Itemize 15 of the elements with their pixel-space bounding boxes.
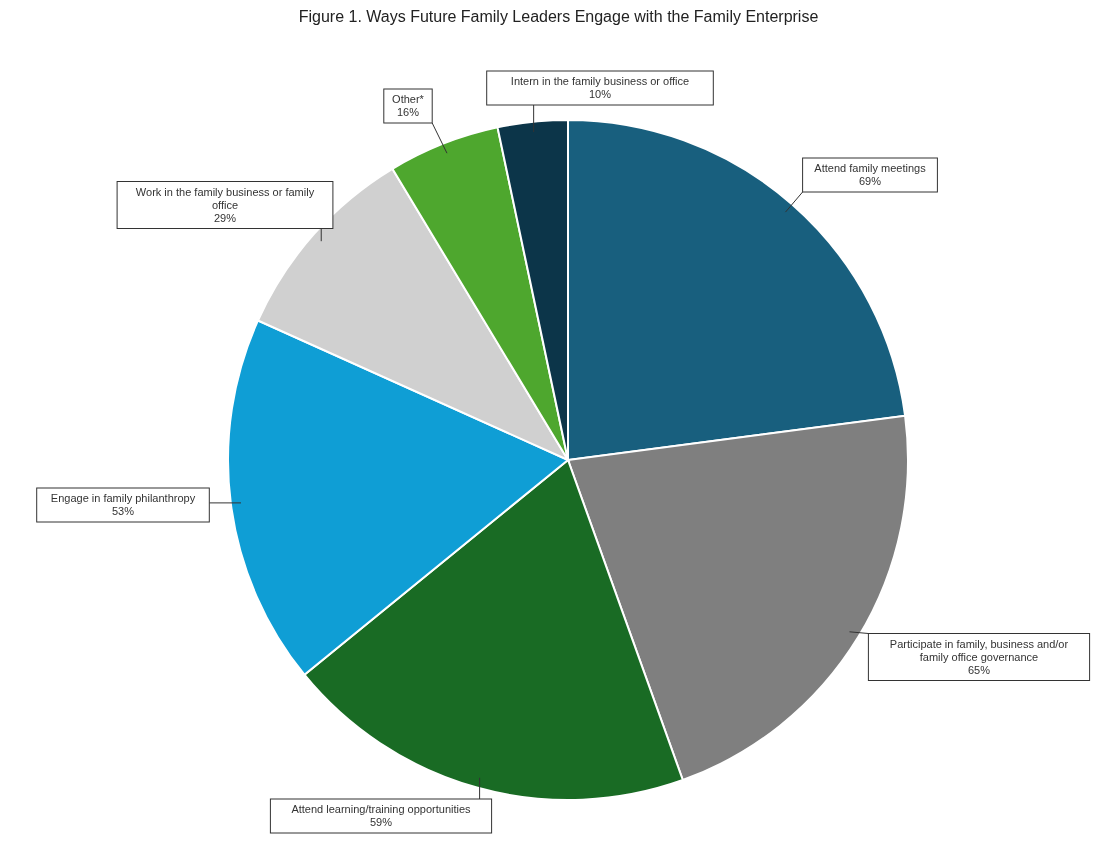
data-label: 16% bbox=[396, 106, 420, 118]
slice-label: Other* bbox=[392, 93, 425, 105]
slice-label: Work in the family business or family office bbox=[135, 185, 315, 211]
data-label: 65% bbox=[967, 663, 991, 676]
data-label: 69% bbox=[858, 175, 882, 187]
data-label: 29% bbox=[213, 211, 237, 224]
slice-label: Intern in the family business or office bbox=[510, 75, 690, 87]
slice-label: Engage in family philanthropy bbox=[50, 492, 196, 504]
data-label: 53% bbox=[111, 505, 135, 517]
slice-label: Attend learning/training opportunities bbox=[291, 803, 472, 815]
slice-label: Participate in family, business and/or family office governance bbox=[889, 637, 1069, 663]
slice-label: Attend family meetings bbox=[814, 162, 927, 174]
chart-title: Figure 1. Ways Future Family Leaders Engage with the Family Enterprise bbox=[298, 8, 819, 25]
data-label: 59% bbox=[369, 816, 393, 828]
data-label: 10% bbox=[588, 88, 612, 100]
